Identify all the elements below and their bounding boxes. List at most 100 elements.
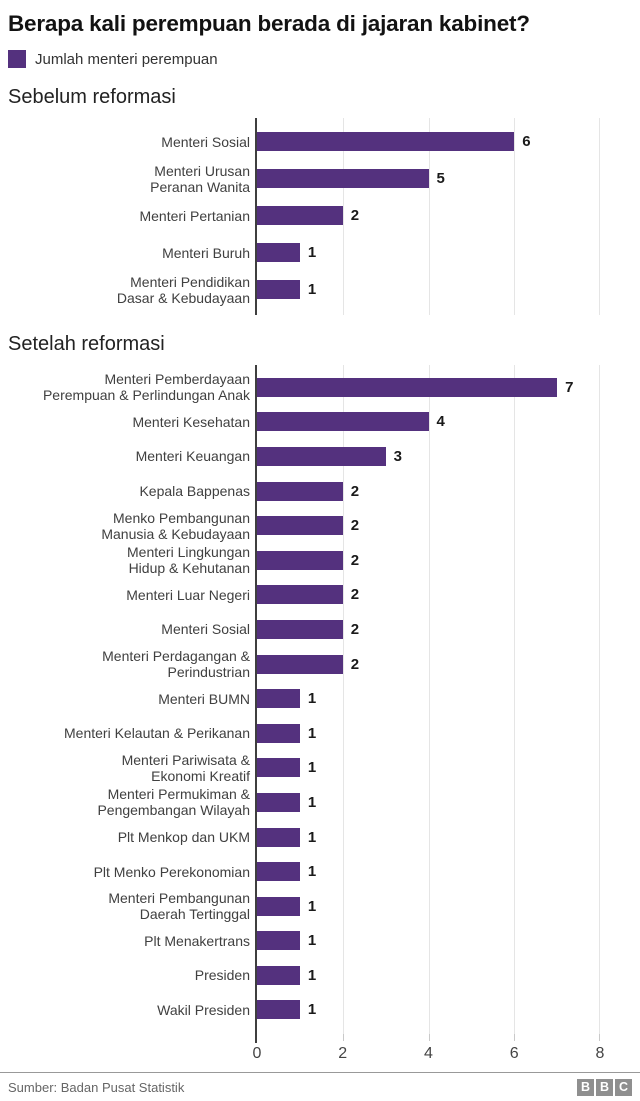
- value-label: 1: [307, 932, 317, 950]
- value-label: 3: [393, 447, 402, 465]
- axis-tick-label: 8: [595, 1045, 605, 1063]
- category-label: Plt Menko Perekonomian: [93, 863, 250, 880]
- bar-row: Menteri Luar Negeri 2: [0, 578, 640, 613]
- category-label: Menteri Keuangan: [135, 448, 250, 465]
- bar: [257, 862, 300, 882]
- value-label: 1: [307, 966, 317, 984]
- bar-track: 2: [257, 481, 640, 501]
- bar: [257, 243, 300, 262]
- bar-row: Plt Menkop dan UKM 1: [0, 820, 640, 855]
- category-label: Menteri Urusan Peranan Wanita: [150, 162, 250, 195]
- bar: [257, 169, 429, 188]
- bar-track: 2: [257, 206, 640, 225]
- bar-track: 1: [257, 931, 640, 951]
- bar-row: Menteri Buruh 1: [0, 234, 640, 271]
- axis-tick-label: 6: [509, 1045, 519, 1063]
- bar-row: Plt Menko Perekonomian 1: [0, 854, 640, 889]
- bar-row: Menteri Keuangan 3: [0, 439, 640, 474]
- bar-track: 1: [257, 280, 640, 299]
- bar-rows: Menteri Sosial 6 Menteri Urusan Peranan …: [0, 118, 640, 315]
- gridline: [514, 118, 516, 315]
- bar: [257, 619, 343, 639]
- category-label: Menteri Sosial: [161, 133, 250, 150]
- bar: [257, 1000, 300, 1020]
- value-label: 1: [307, 897, 317, 915]
- bar-row: Menteri Pariwisata & Ekonomi Kreatif 1: [0, 751, 640, 786]
- plot-background: [255, 118, 600, 315]
- bar-track: 1: [257, 965, 640, 985]
- category-label: Menteri Sosial: [161, 621, 250, 638]
- bar: [257, 446, 386, 466]
- value-label: 4: [436, 413, 445, 431]
- axis-tick: [342, 1034, 344, 1042]
- category-label: Menteri Buruh: [162, 244, 250, 261]
- bar-track: 7: [257, 377, 640, 397]
- plot-background: [255, 365, 600, 1035]
- chart-setelah-reformasi: Menteri Pemberdayaan Perempuan & Perlind…: [0, 365, 640, 1035]
- page-title: Berapa kali perempuan berada di jajaran …: [8, 11, 530, 36]
- bar: [257, 896, 300, 916]
- value-label: 2: [350, 655, 360, 673]
- bar: [257, 280, 300, 299]
- category-label: Menteri Pendidikan Dasar & Kebudayaan: [116, 273, 250, 306]
- value-label: 6: [522, 133, 531, 150]
- legend: Jumlah menteri perempuan: [8, 50, 632, 68]
- legend-swatch-icon: [8, 50, 26, 68]
- bar: [257, 481, 343, 501]
- gridline: [514, 365, 516, 1035]
- source-note: Sumber: Badan Pusat Statistik: [8, 1079, 185, 1095]
- bar-track: 2: [257, 550, 640, 570]
- bar: [257, 827, 300, 847]
- category-label: Menteri BUMN: [158, 690, 250, 707]
- category-label: Menko Pembangunan Manusia & Kebudayaan: [101, 509, 250, 542]
- bar-row: Menteri Kelautan & Perikanan 1: [0, 716, 640, 751]
- bar: [257, 206, 343, 225]
- y-axis-line: [255, 118, 257, 315]
- category-label: Menteri Pemberdayaan Perempuan & Perlind…: [42, 371, 250, 404]
- value-label: 2: [350, 517, 360, 535]
- axis-tick: [428, 1034, 430, 1042]
- bar: [257, 689, 300, 709]
- category-label: Menteri Pembangunan Daerah Tertinggal: [108, 890, 250, 923]
- bar-track: 3: [257, 446, 640, 466]
- bar-rows: Menteri Pemberdayaan Perempuan & Perlind…: [0, 365, 640, 1034]
- bar-track: 1: [257, 243, 640, 262]
- bar-row: Menko Pembangunan Manusia & Kebudayaan 2: [0, 508, 640, 543]
- value-label: 1: [307, 281, 317, 298]
- bar: [257, 516, 343, 536]
- category-label: Plt Menkop dan UKM: [117, 829, 250, 846]
- bar-row: Menteri Pembangunan Daerah Tertinggal 1: [0, 889, 640, 924]
- value-label: 2: [350, 207, 360, 224]
- bar-track: 1: [257, 896, 640, 916]
- section-title-sebelum-reformasi: Sebelum reformasi: [8, 86, 176, 108]
- bar-track: 1: [257, 758, 640, 778]
- value-label: 5: [436, 170, 445, 187]
- bar: [257, 758, 300, 778]
- bbc-logo-letter: C: [615, 1078, 632, 1096]
- bar: [257, 931, 300, 951]
- bar-row: Menteri Urusan Peranan Wanita 5: [0, 160, 640, 197]
- bar-track: 5: [257, 169, 640, 188]
- category-label: Menteri Perdagangan & Perindustrian: [102, 648, 250, 681]
- value-label: 1: [307, 724, 317, 742]
- bar-row: Menteri BUMN 1: [0, 681, 640, 716]
- category-label: Menteri Permukiman & Pengembangan Wilaya…: [97, 786, 250, 819]
- value-label: 2: [350, 551, 360, 569]
- axis-tick: [514, 1034, 516, 1042]
- value-label: 2: [350, 620, 360, 638]
- bar-track: 1: [257, 723, 640, 743]
- bar: [257, 585, 343, 605]
- bar-row: Wakil Presiden 1: [0, 993, 640, 1028]
- value-label: 1: [307, 1001, 317, 1019]
- bar-track: 2: [257, 654, 640, 674]
- footer: Sumber: Badan Pusat Statistik B B C: [0, 1072, 640, 1101]
- bar: [257, 550, 343, 570]
- bbc-logo-letter: B: [577, 1078, 594, 1096]
- bbc-logo: B B C: [577, 1078, 632, 1096]
- gridline: [599, 365, 600, 1035]
- section-title-setelah-reformasi: Setelah reformasi: [8, 333, 165, 355]
- bar-track: 2: [257, 585, 640, 605]
- value-label: 7: [565, 378, 574, 396]
- gridline: [599, 118, 600, 315]
